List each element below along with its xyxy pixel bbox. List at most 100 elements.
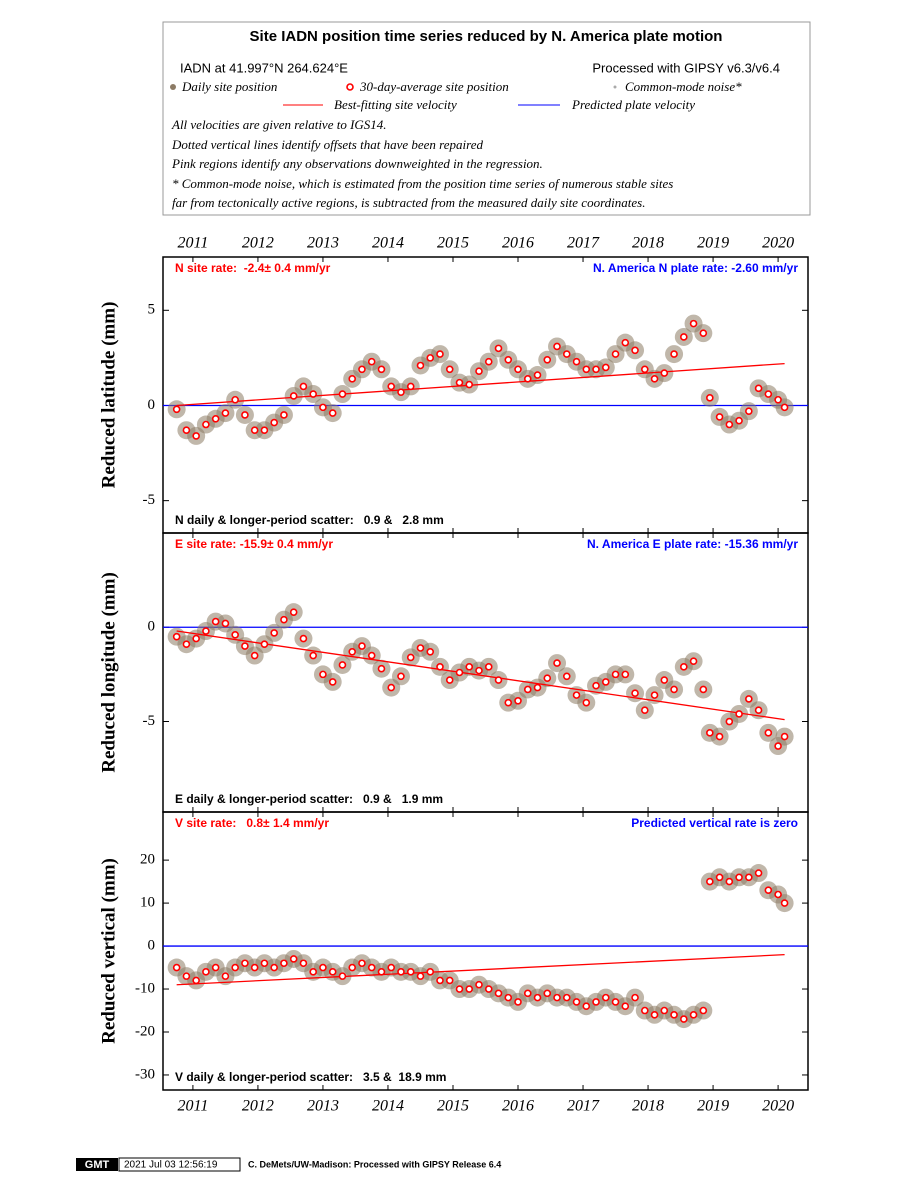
note: All velocities are given relative to IGS… — [171, 117, 387, 132]
plate-label: Predicted vertical rate is zero — [631, 816, 798, 830]
note: Pink regions identify any observations d… — [171, 156, 543, 171]
average-point — [475, 367, 483, 376]
average-point — [270, 418, 278, 427]
legend-fit: Best-fitting site velocity — [334, 97, 457, 112]
legend-cmn: Common-mode noise* — [625, 79, 742, 94]
average-point — [572, 357, 581, 366]
average-point — [754, 706, 763, 715]
average-point — [699, 329, 708, 337]
average-point — [397, 968, 405, 976]
average-point — [660, 676, 669, 684]
average-point — [504, 993, 513, 1002]
x-tick-label: 2015 — [437, 235, 469, 252]
average-point — [670, 685, 678, 694]
average-point — [523, 685, 532, 694]
average-point — [764, 886, 773, 895]
note: far from tectonically active regions, is… — [172, 195, 645, 210]
average-point — [260, 426, 269, 435]
trend-line — [176, 954, 785, 986]
average-point — [689, 657, 698, 665]
average-point — [416, 644, 425, 652]
average-point — [601, 678, 610, 686]
average-point — [221, 619, 230, 628]
average-point — [601, 993, 610, 1002]
average-point — [416, 361, 425, 370]
average-point — [172, 405, 181, 414]
average-point — [338, 972, 347, 980]
average-point — [465, 663, 474, 671]
average-point — [754, 869, 763, 877]
average-point — [494, 989, 503, 998]
average-point — [631, 689, 639, 698]
average-point — [621, 338, 630, 347]
average-point — [367, 963, 376, 972]
average-point — [650, 375, 659, 383]
average-point — [416, 972, 425, 980]
average-point — [182, 426, 191, 435]
plate-label: N. America E plate rate: -15.36 mm/yr — [587, 537, 798, 551]
legend-avg-symbol — [346, 83, 354, 91]
average-point — [754, 384, 763, 393]
legend-cmn-symbol — [613, 85, 617, 89]
average-point — [670, 1011, 678, 1019]
average-point — [715, 413, 724, 421]
average-point — [319, 963, 327, 972]
timestamp-box — [118, 1157, 241, 1172]
average-point — [465, 380, 474, 389]
x-tick-label: 2017 — [567, 235, 600, 252]
average-point — [426, 354, 435, 362]
average-point — [780, 403, 789, 412]
average-point — [706, 729, 714, 737]
average-point — [631, 993, 639, 1002]
average-point — [280, 959, 288, 968]
average-point — [523, 375, 532, 383]
average-point — [533, 371, 542, 379]
average-point — [611, 998, 620, 1006]
average-point — [650, 691, 659, 699]
average-point — [328, 678, 337, 686]
average-point — [475, 666, 483, 675]
y-tick-label: 0 — [148, 937, 156, 953]
average-point — [562, 672, 571, 681]
average-point — [689, 1011, 698, 1019]
y-tick-label: -5 — [143, 492, 156, 508]
average-point — [670, 350, 678, 358]
average-point — [221, 972, 230, 980]
average-point — [299, 959, 308, 968]
average-point — [241, 642, 249, 650]
average-point — [780, 899, 789, 907]
scatter-label: E daily & longer-period scatter: 0.9 & 1… — [175, 792, 443, 806]
average-point — [689, 319, 698, 328]
average-point — [309, 651, 317, 660]
timestamp: 2021 Jul 03 12:56:19 — [124, 1160, 218, 1171]
x-tick-label: 2012 — [242, 1098, 274, 1115]
average-point — [514, 365, 522, 374]
x-tick-label: 2020 — [762, 235, 794, 252]
scatter-label: N daily & longer-period scatter: 0.9 & 2… — [175, 513, 444, 527]
average-point — [621, 670, 630, 679]
average-point — [387, 963, 396, 972]
average-point — [745, 873, 753, 882]
plate-label: N. America N plate rate: -2.60 mm/yr — [593, 261, 798, 275]
average-point — [397, 672, 405, 681]
average-point — [553, 993, 561, 1002]
y-tick-label: -20 — [135, 1023, 155, 1039]
average-point — [640, 1006, 649, 1015]
average-point — [465, 985, 474, 993]
average-point — [270, 963, 278, 972]
average-point — [338, 661, 347, 669]
average-point — [455, 985, 464, 993]
average-point — [445, 976, 454, 985]
average-point — [250, 963, 259, 972]
average-point — [745, 407, 753, 415]
average-point — [725, 877, 734, 886]
average-point — [426, 968, 435, 976]
average-point — [504, 698, 513, 707]
average-point — [299, 634, 308, 643]
average-point — [289, 955, 298, 963]
legend-daily-symbol — [170, 84, 176, 90]
average-point — [445, 676, 454, 684]
average-point — [231, 395, 239, 404]
